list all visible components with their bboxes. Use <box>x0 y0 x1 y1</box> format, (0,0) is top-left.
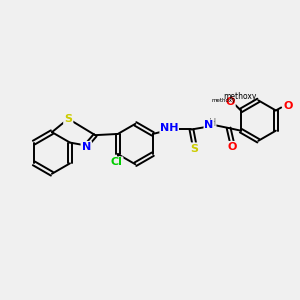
Text: NH: NH <box>160 123 178 133</box>
Text: methoxy: methoxy <box>212 98 236 103</box>
Text: S: S <box>64 114 72 124</box>
Text: S: S <box>190 143 198 154</box>
Text: methoxy: methoxy <box>224 92 257 101</box>
Text: N: N <box>82 142 91 152</box>
Text: O: O <box>227 142 237 152</box>
Text: N: N <box>204 120 213 130</box>
Text: O: O <box>283 101 292 111</box>
Text: Cl: Cl <box>110 158 122 167</box>
Text: H: H <box>208 118 216 128</box>
Text: O: O <box>226 97 235 106</box>
